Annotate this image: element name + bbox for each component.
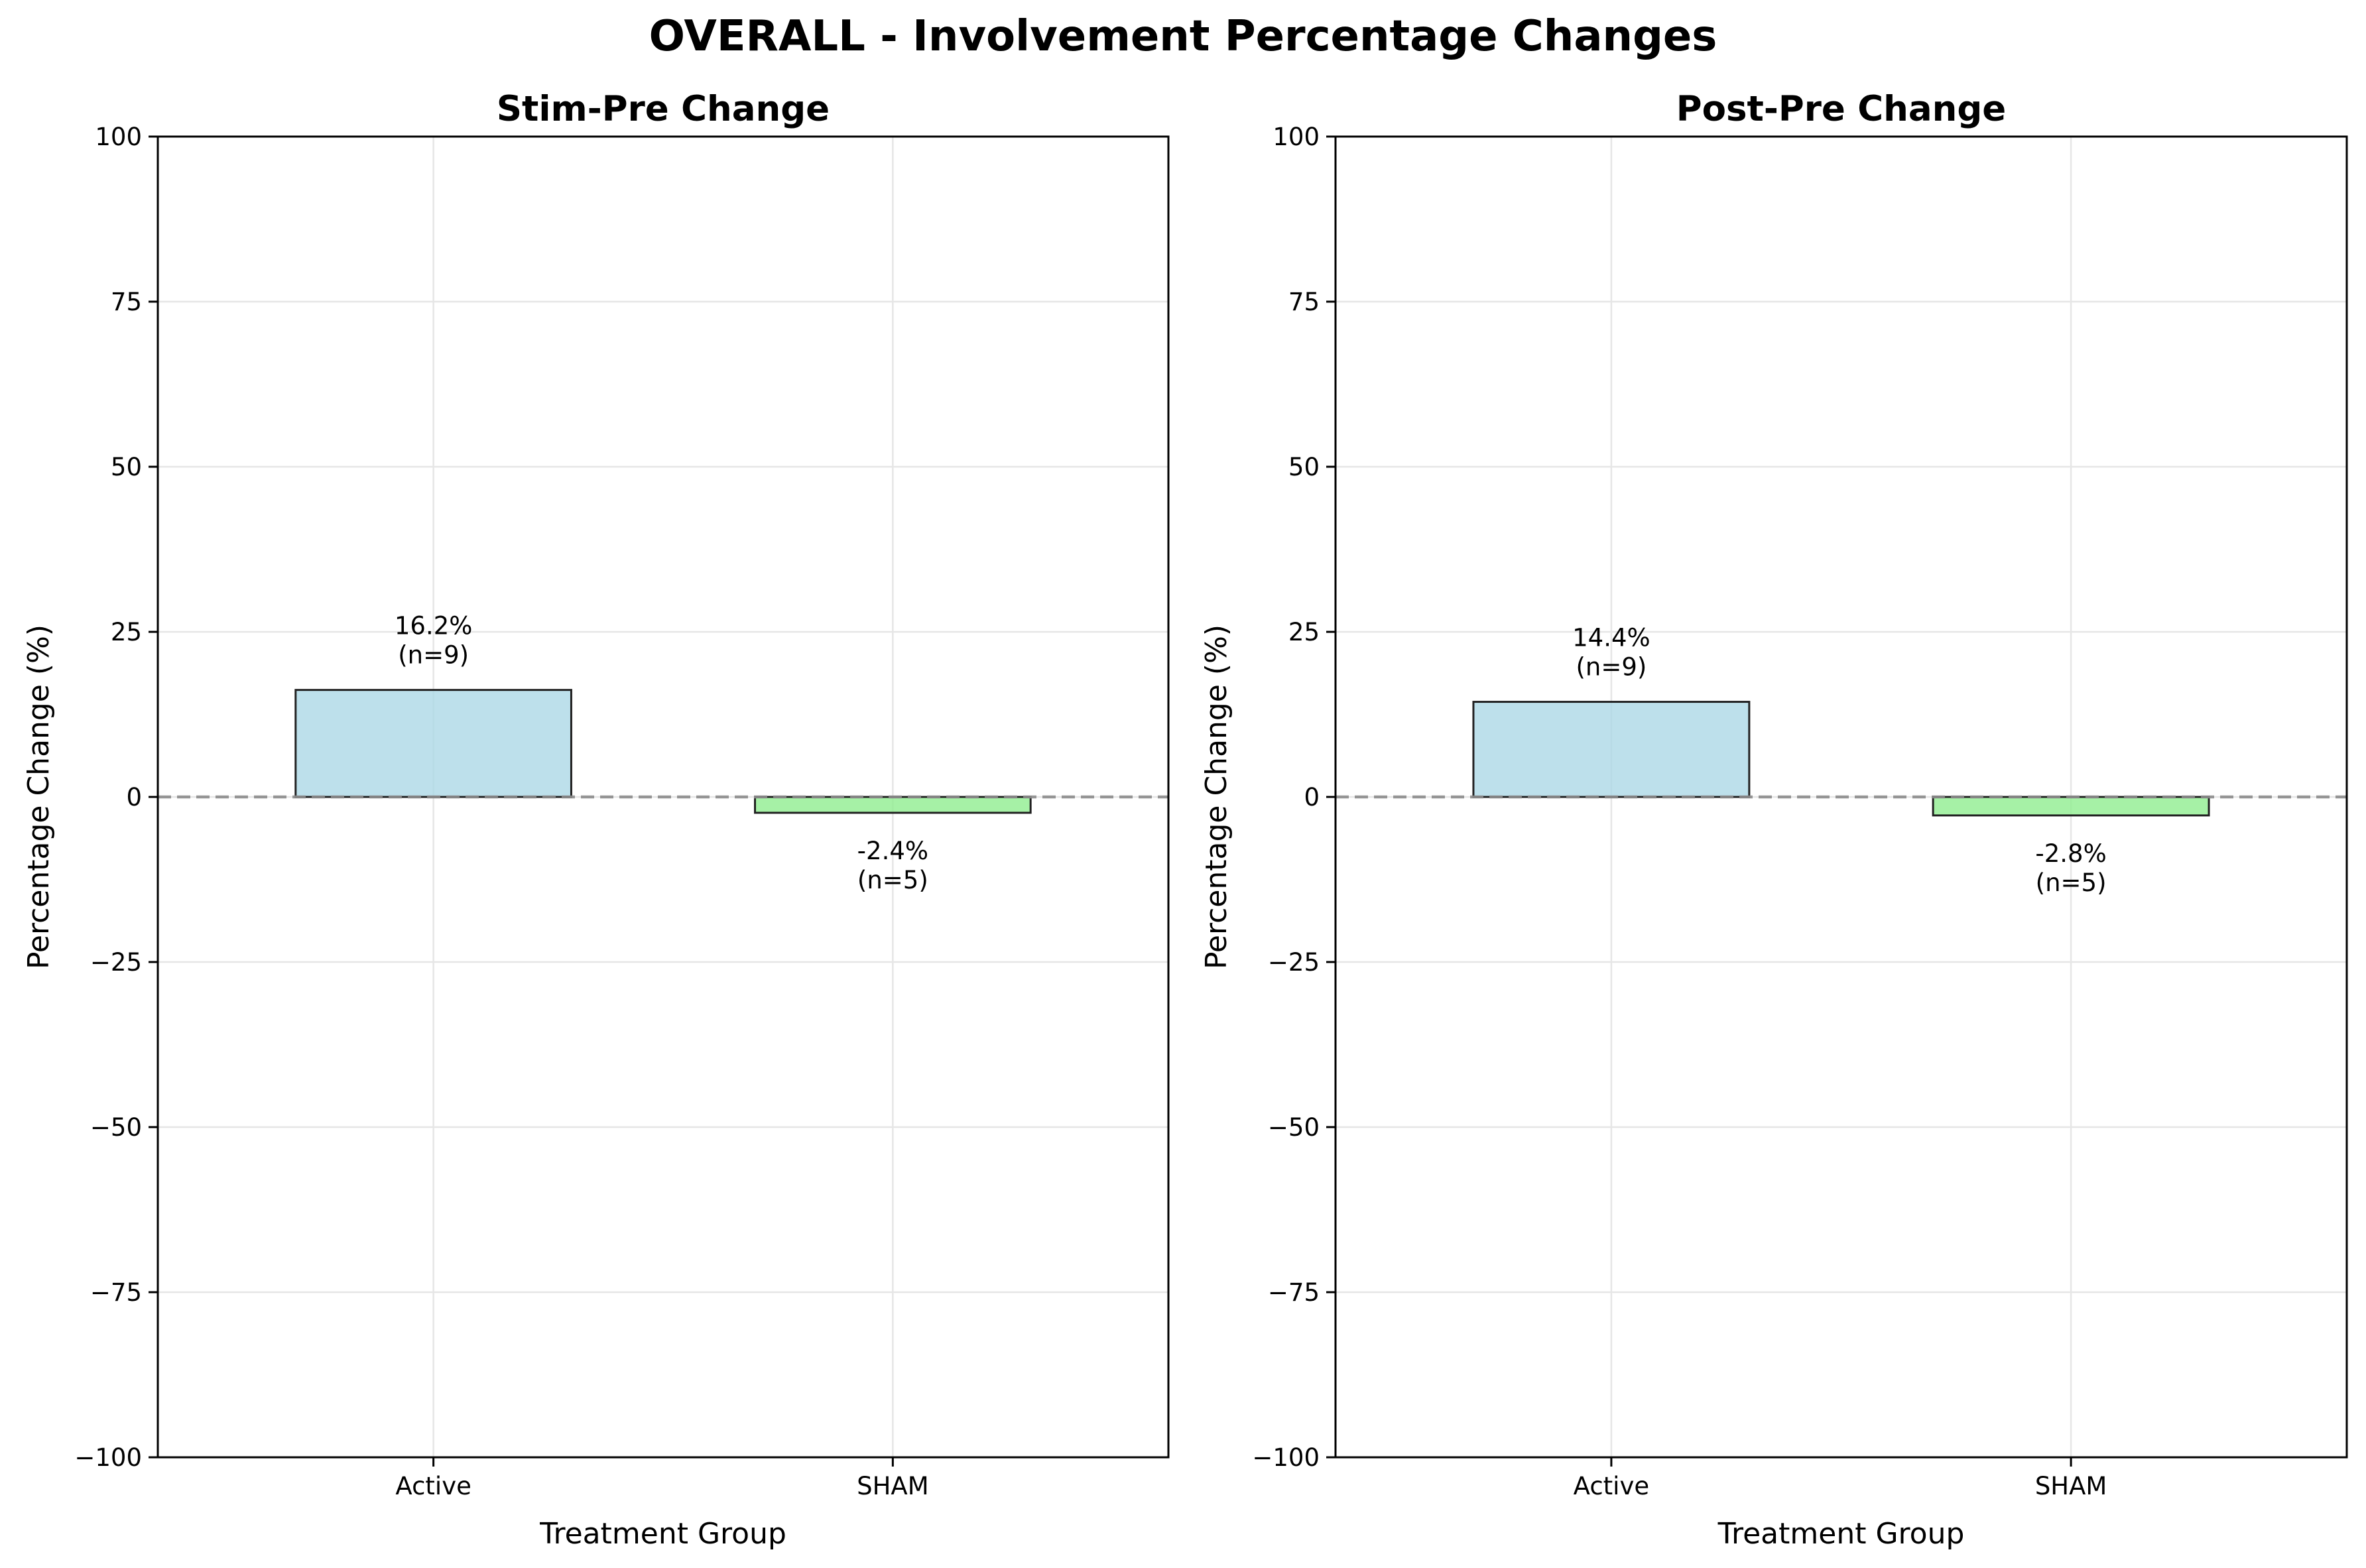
data-label-value: 16.2% (395, 612, 473, 640)
bar-active (294, 689, 572, 798)
y-tick-label: 50 (111, 453, 142, 481)
data-label-value: -2.8% (2035, 839, 2106, 868)
bar-sham (1932, 796, 2210, 817)
y-tick-label: 75 (1288, 288, 1320, 316)
data-label-value: -2.4% (857, 837, 928, 865)
y-tick-label: 25 (1288, 618, 1320, 646)
x-axis-label: Treatment Group (539, 1517, 786, 1551)
y-tick-label: 0 (1304, 783, 1320, 812)
x-tick-label: Active (395, 1472, 471, 1500)
panel-title: Post-Pre Change (1676, 89, 2007, 129)
y-tick-label: −50 (90, 1113, 142, 1142)
y-tick-label: 100 (1273, 123, 1320, 151)
y-tick-label: −100 (1252, 1443, 1320, 1472)
y-tick-label: −75 (90, 1278, 142, 1307)
y-tick-label: 50 (1288, 453, 1320, 481)
y-tick-label: −25 (1268, 948, 1320, 977)
data-label-n: (n=9) (398, 641, 469, 670)
data-label-n: (n=9) (1576, 653, 1647, 682)
data-label-n: (n=5) (857, 866, 928, 894)
data-label-value: 14.4% (1572, 624, 1650, 652)
y-tick-label: −75 (1268, 1278, 1320, 1307)
y-axis-label: Percentage Change (%) (22, 625, 56, 969)
y-tick-label: 75 (111, 288, 142, 316)
bar-active (1472, 701, 1751, 798)
chart-panel-2: 14.4%(n=9) -2.8%(n=5) −100 −75 −50 −25 0 25 50 75… (1200, 89, 2348, 1551)
chart-panel-1: 16.2%(n=9) -2.4%(n=5) −100 −75 −50 −25 0 25 50 75… (22, 89, 1170, 1551)
y-tick-label: −25 (90, 948, 142, 977)
y-tick-label: 0 (126, 783, 142, 812)
x-tick-label: SHAM (857, 1472, 929, 1500)
bar-sham (754, 796, 1032, 814)
y-tick-label: −100 (74, 1443, 142, 1472)
y-tick-label: 25 (111, 618, 142, 646)
panel-title: Stim-Pre Change (497, 89, 830, 129)
y-tick-label: −50 (1268, 1113, 1320, 1142)
x-axis-label: Treatment Group (1717, 1517, 1965, 1551)
x-tick-label: SHAM (2035, 1472, 2107, 1500)
figure-title: OVERALL - Involvement Percentage Changes (649, 12, 1717, 61)
x-tick-label: Active (1574, 1472, 1649, 1500)
y-axis-label: Percentage Change (%) (1200, 625, 1233, 969)
data-label-n: (n=5) (2036, 869, 2107, 897)
y-tick-label: 100 (95, 123, 142, 151)
